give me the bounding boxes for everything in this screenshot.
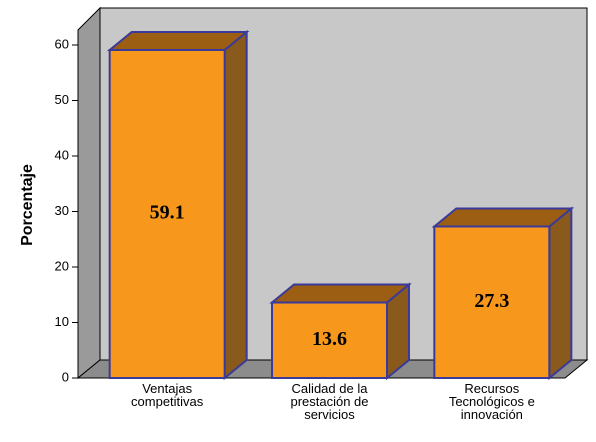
value-label: 59.1 [150, 202, 185, 224]
bar-side [223, 29, 248, 381]
bar [271, 301, 388, 379]
y-tick-label: 60 [55, 36, 69, 51]
bar [433, 225, 551, 379]
y-tick-label: 50 [55, 92, 69, 107]
value-label: 27.3 [474, 290, 509, 312]
y-tick-label: 0 [62, 369, 69, 384]
y-tick-label: 10 [55, 314, 69, 329]
left-wall [77, 6, 101, 380]
bar-side [548, 206, 573, 381]
bar [108, 48, 226, 380]
bar-top [431, 207, 575, 228]
y-tick-label: 20 [55, 258, 69, 273]
x-tick-label: Calidad de la prestación de servicios [290, 381, 369, 422]
bar-top [269, 283, 412, 304]
y-tick-label: 40 [55, 147, 69, 162]
value-label: 13.6 [312, 328, 347, 350]
x-tick-label: Ventajas competitivas [131, 381, 204, 409]
y-axis-label: Porcentaje [19, 164, 36, 246]
x-tick-label: Recursos Tecnológicos e innovación [448, 381, 535, 422]
bar-top [106, 30, 250, 51]
y-tick-label: 30 [55, 203, 69, 218]
